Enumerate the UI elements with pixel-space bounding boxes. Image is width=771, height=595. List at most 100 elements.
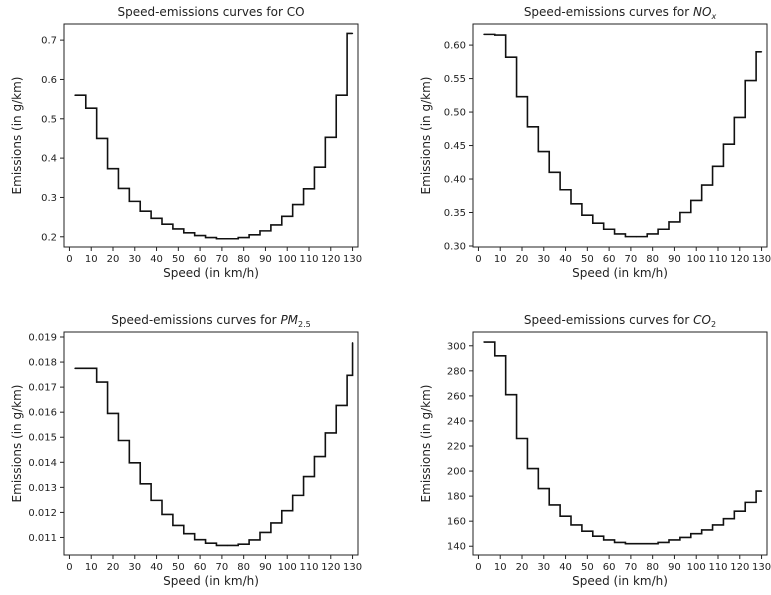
x-tick-label: 110 bbox=[299, 254, 318, 265]
x-tick-label: 0 bbox=[66, 254, 72, 265]
x-tick-label: 20 bbox=[516, 562, 529, 573]
data-point bbox=[183, 232, 185, 234]
data-point bbox=[226, 544, 228, 547]
data-point bbox=[96, 381, 98, 383]
y-tick-label: 0.014 bbox=[28, 458, 57, 469]
y-axis-label: Emissions (in g/km) bbox=[10, 385, 24, 503]
x-tick-label: 90 bbox=[259, 562, 272, 573]
x-axis-label: Speed (in km/h) bbox=[572, 574, 668, 588]
x-tick-label: 130 bbox=[343, 254, 362, 265]
y-tick-label: 140 bbox=[447, 542, 466, 553]
data-point bbox=[313, 455, 316, 458]
x-tick-label: 90 bbox=[259, 254, 272, 265]
y-tick-label: 260 bbox=[447, 391, 466, 402]
x-tick-label: 40 bbox=[559, 562, 572, 573]
data-point bbox=[711, 165, 714, 167]
series-line bbox=[74, 342, 354, 547]
data-point bbox=[302, 475, 305, 478]
data-point bbox=[483, 33, 485, 35]
data-point bbox=[722, 143, 725, 145]
y-tick-label: 240 bbox=[447, 416, 466, 427]
data-point bbox=[259, 230, 261, 232]
data-point bbox=[559, 515, 561, 517]
y-tick-label: 0.7 bbox=[41, 36, 57, 47]
data-point bbox=[270, 522, 272, 524]
data-point bbox=[635, 236, 637, 238]
x-tick-label: 130 bbox=[752, 562, 771, 573]
x-tick-label: 60 bbox=[194, 254, 207, 265]
data-point bbox=[117, 439, 120, 442]
data-point bbox=[744, 501, 746, 503]
x-tick-label: 40 bbox=[150, 254, 163, 265]
y-tick-label: 0.3 bbox=[41, 193, 57, 204]
x-tick-label: 40 bbox=[559, 254, 572, 265]
data-point bbox=[96, 137, 98, 140]
data-point bbox=[139, 483, 141, 485]
data-point bbox=[128, 200, 130, 202]
data-point bbox=[679, 536, 681, 539]
data-point bbox=[351, 342, 354, 344]
y-tick-label: 0.40 bbox=[444, 175, 466, 186]
data-point bbox=[624, 236, 627, 238]
x-tick-label: 70 bbox=[216, 562, 229, 573]
data-point bbox=[624, 543, 627, 545]
data-point bbox=[603, 228, 605, 230]
data-point bbox=[161, 513, 163, 516]
data-point bbox=[755, 51, 757, 53]
data-point bbox=[581, 214, 583, 216]
y-tick-label: 0.2 bbox=[41, 232, 57, 243]
x-tick-label: 50 bbox=[172, 254, 185, 265]
data-point bbox=[351, 32, 354, 35]
data-point bbox=[292, 203, 294, 206]
data-point bbox=[215, 544, 218, 547]
subplot-4: 0 10 20 30 40 50 60 70 80 90 100 110 120 130 140 160 180… bbox=[419, 313, 771, 588]
data-point bbox=[226, 238, 228, 240]
x-tick-label: 30 bbox=[537, 254, 550, 265]
x-tick-label: 30 bbox=[128, 562, 141, 573]
chart-title: Speed-emissions curves for NOx bbox=[524, 5, 717, 21]
data-point bbox=[161, 223, 163, 225]
data-point bbox=[281, 510, 283, 512]
plot-frame bbox=[63, 331, 359, 556]
plot-frame bbox=[63, 23, 359, 248]
data-point bbox=[613, 541, 616, 544]
data-point bbox=[85, 107, 87, 109]
data-point bbox=[755, 490, 757, 492]
y-axis-label: Emissions (in g/km) bbox=[419, 385, 433, 503]
subplot-2: 0 10 20 30 40 50 60 70 80 90 100 110 120 130 0.30 0.35 0… bbox=[419, 5, 771, 280]
data-point bbox=[505, 56, 507, 58]
data-point bbox=[570, 524, 572, 526]
x-tick-label: 90 bbox=[668, 254, 681, 265]
data-point bbox=[128, 462, 130, 464]
x-tick-label: 50 bbox=[172, 562, 185, 573]
data-point bbox=[150, 499, 152, 501]
x-tick-label: 130 bbox=[343, 562, 362, 573]
y-tick-label: 180 bbox=[447, 492, 466, 503]
x-tick-label: 40 bbox=[150, 562, 163, 573]
data-point bbox=[744, 79, 746, 82]
series-line bbox=[483, 33, 762, 238]
y-tick-label: 0.012 bbox=[28, 508, 57, 519]
chart-title-part: NO bbox=[693, 5, 711, 19]
data-point bbox=[281, 215, 283, 217]
y-tick-label: 0.60 bbox=[444, 41, 466, 52]
data-point bbox=[150, 217, 152, 219]
data-point bbox=[117, 187, 120, 189]
data-point bbox=[335, 404, 337, 407]
data-point bbox=[346, 32, 348, 35]
data-point bbox=[204, 542, 207, 544]
x-tick-label: 30 bbox=[128, 254, 141, 265]
y-tick-label: 0.016 bbox=[28, 408, 57, 419]
y-tick-label: 0.017 bbox=[28, 383, 57, 394]
x-tick-label: 110 bbox=[708, 562, 727, 573]
chart-title-part: 2.5 bbox=[298, 320, 311, 329]
data-point bbox=[494, 34, 496, 36]
chart-title-part: CO bbox=[693, 313, 711, 327]
data-point bbox=[722, 518, 725, 520]
y-tick-label: 0.011 bbox=[28, 533, 57, 544]
data-point bbox=[505, 394, 507, 396]
x-tick-label: 0 bbox=[475, 254, 481, 265]
data-point bbox=[183, 533, 185, 535]
x-axis-label: Speed (in km/h) bbox=[163, 574, 259, 588]
y-tick-label: 0.50 bbox=[444, 108, 466, 119]
